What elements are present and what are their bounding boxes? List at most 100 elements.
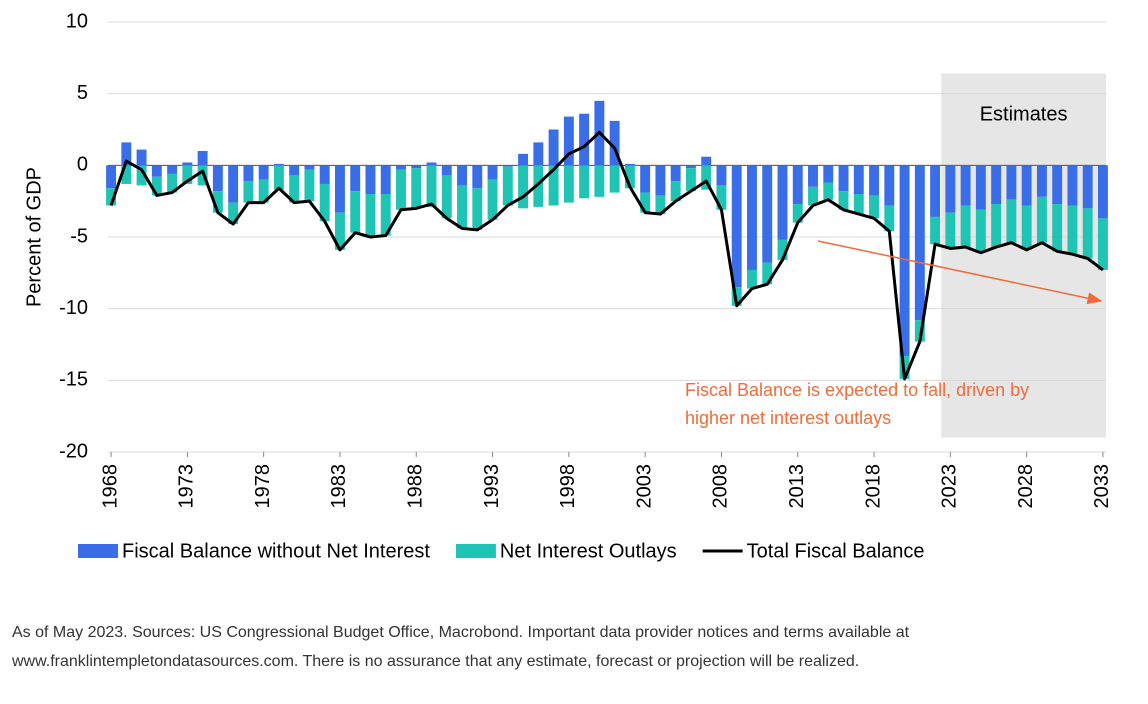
bar [563, 116, 574, 166]
bar [1097, 165, 1108, 219]
y-tick-label: -5 [70, 225, 88, 247]
bar [334, 212, 345, 250]
x-tick-label: 1993 [481, 464, 503, 509]
bar [289, 175, 300, 203]
x-tick-label: 2008 [710, 464, 732, 509]
bar [380, 194, 391, 236]
bar [747, 269, 757, 289]
bar [655, 165, 666, 196]
bar [716, 185, 727, 210]
y-tick-label: -15 [59, 369, 88, 391]
bar [304, 169, 315, 202]
bar [212, 165, 223, 192]
bar [502, 166, 513, 206]
bar [350, 191, 361, 233]
x-tick-label: 2003 [633, 464, 655, 509]
bar [716, 165, 727, 186]
bar [1021, 165, 1032, 206]
bar [624, 165, 635, 189]
bar [853, 194, 864, 215]
bar [441, 175, 452, 219]
bar [182, 165, 193, 184]
legend-swatch [78, 544, 118, 558]
bar [518, 153, 529, 166]
bar [1082, 208, 1093, 259]
line [109, 130, 1104, 381]
bar [594, 165, 605, 197]
bar [151, 176, 162, 196]
bar [472, 165, 483, 189]
bar [975, 165, 986, 210]
bar [197, 151, 208, 166]
bar [991, 165, 1002, 205]
bar [747, 165, 757, 270]
bar [579, 165, 590, 199]
bar [777, 239, 788, 260]
bar [731, 165, 742, 288]
bar [1067, 205, 1078, 255]
bar [243, 181, 254, 203]
bar [457, 165, 467, 186]
bar [899, 165, 910, 356]
bar [914, 320, 925, 342]
bar [502, 165, 513, 167]
legend-swatch [455, 544, 496, 558]
x-tick-label: 1973 [176, 464, 198, 509]
bar [701, 156, 712, 166]
bar [121, 165, 132, 184]
bar [304, 165, 315, 170]
bar [411, 165, 422, 169]
bar [228, 165, 239, 203]
bar [1036, 196, 1047, 243]
bar [1052, 165, 1063, 205]
bar [869, 165, 880, 196]
bar [640, 192, 651, 213]
bar [472, 188, 483, 230]
x-tick-label: 1978 [252, 464, 274, 509]
bar [487, 179, 498, 220]
bar [121, 142, 132, 166]
bar [579, 113, 590, 166]
bar [563, 165, 574, 203]
bar [411, 168, 422, 209]
bar [685, 168, 696, 192]
y-tick-label: 10 [66, 10, 88, 32]
bar [930, 165, 941, 217]
footnote: www.franklintempletondatasources.com. Th… [11, 653, 859, 670]
x-tick-label: 2028 [1015, 464, 1037, 509]
x-tick-label: 2033 [1091, 464, 1113, 509]
bar [258, 179, 269, 203]
y-axis-label: Percent of GDP [23, 167, 45, 307]
bar [884, 165, 895, 206]
bar [167, 173, 178, 193]
bar [991, 204, 1002, 248]
x-tick-label: 2018 [862, 464, 884, 509]
bar [777, 165, 788, 240]
bar [350, 165, 361, 192]
bar [609, 165, 620, 193]
estimates-label: Estimates [980, 103, 1068, 125]
bar [273, 163, 284, 166]
bar [1097, 218, 1108, 270]
bar [533, 142, 544, 166]
bar [106, 188, 117, 206]
bar [930, 216, 941, 245]
annotation: Fiscal Balance is expected to fall, driv… [685, 380, 1029, 400]
bar [487, 165, 498, 180]
bar [518, 165, 529, 209]
bar [823, 182, 834, 200]
bar [1036, 165, 1047, 197]
bar [136, 165, 147, 186]
bar [853, 165, 864, 194]
bar [365, 165, 376, 194]
bar [212, 191, 223, 213]
bar [808, 186, 818, 206]
bar [701, 165, 712, 190]
bar [945, 212, 956, 249]
bar [426, 165, 437, 207]
x-tick-label: 1998 [557, 464, 579, 509]
bar [289, 165, 300, 176]
bar [914, 165, 925, 321]
bar [808, 165, 818, 187]
